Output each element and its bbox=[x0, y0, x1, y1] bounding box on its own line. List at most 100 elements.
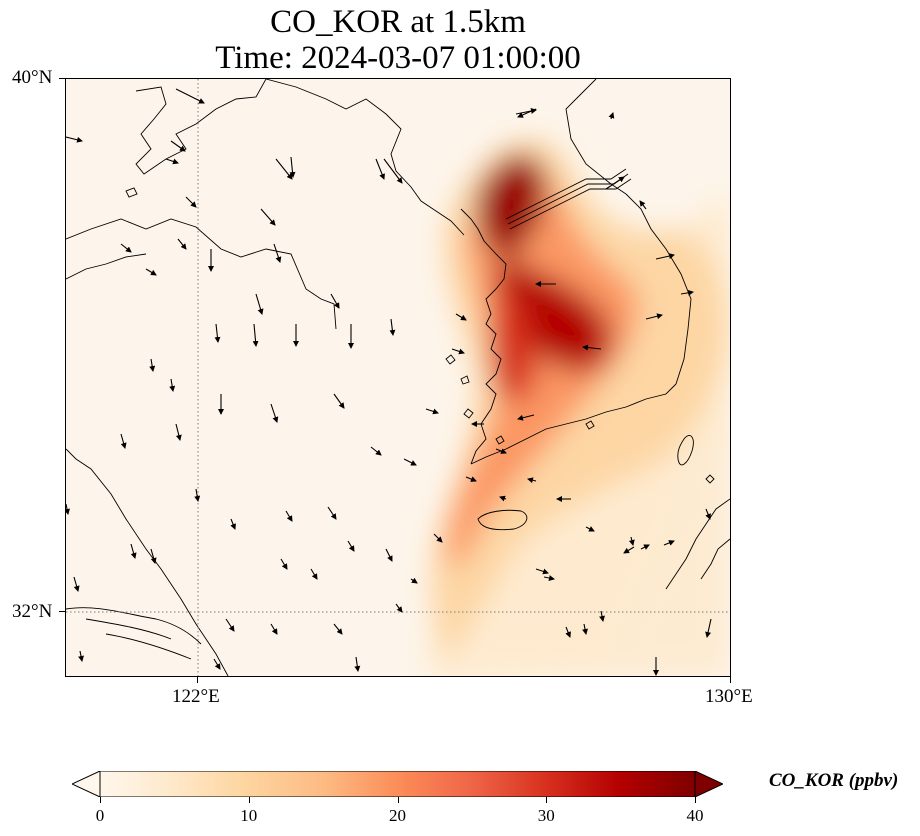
wind-arrow bbox=[150, 548, 157, 564]
wind-arrow bbox=[252, 323, 259, 347]
wind-arrow bbox=[639, 200, 647, 210]
wind-arrow bbox=[608, 112, 615, 120]
wind-arrow bbox=[130, 543, 137, 559]
wind-arrow bbox=[499, 495, 507, 502]
wind-arrow bbox=[410, 577, 418, 584]
wind-arrow bbox=[623, 546, 635, 554]
wind-arrow bbox=[120, 243, 132, 253]
wind-arrow bbox=[255, 293, 264, 315]
wind-arrow bbox=[535, 568, 549, 575]
wind-arrow bbox=[605, 176, 625, 190]
wind-arrow bbox=[73, 576, 80, 592]
wind-arrow bbox=[585, 526, 595, 532]
wind-arrow bbox=[465, 476, 477, 482]
colorbar-tick-label: 0 bbox=[95, 806, 105, 825]
colorbar-tick-label: 10 bbox=[240, 806, 258, 825]
wind-arrow bbox=[680, 289, 694, 296]
wind-arrow bbox=[175, 423, 182, 441]
colorbar-gradient bbox=[99, 771, 696, 797]
wind-arrow bbox=[395, 603, 403, 613]
colorbar-tick-mark bbox=[248, 797, 250, 803]
wind-arrow bbox=[370, 446, 382, 456]
wind-arrow bbox=[194, 488, 201, 502]
wind-arrow bbox=[582, 623, 588, 635]
colorbar-extend-min bbox=[72, 771, 101, 797]
wind-arrow bbox=[270, 623, 278, 635]
wind-vector-layer bbox=[66, 88, 712, 676]
wind-arrow bbox=[169, 378, 176, 392]
wind-arrow bbox=[517, 414, 535, 421]
lon-label-130e: 130°E bbox=[705, 686, 753, 707]
wind-arrow bbox=[214, 323, 221, 343]
wind-arrow bbox=[177, 238, 187, 250]
wind-arrow bbox=[149, 358, 156, 372]
wind-arrow bbox=[270, 403, 279, 423]
wind-arrow bbox=[170, 140, 186, 152]
wind-arrow bbox=[543, 575, 555, 581]
colorbar-tick-mark bbox=[546, 797, 548, 803]
wind-arrow bbox=[527, 477, 537, 484]
colorbar-tick-label: 20 bbox=[389, 806, 406, 825]
lat-label-40n: 40°N bbox=[12, 67, 53, 88]
wind-arrow bbox=[385, 548, 393, 562]
wind-arrow bbox=[280, 558, 288, 570]
colorbar-tick-mark bbox=[695, 797, 696, 803]
wind-arrow bbox=[289, 156, 296, 178]
wind-arrow bbox=[599, 610, 605, 622]
wind-arrow bbox=[330, 293, 340, 309]
wind-arrow bbox=[705, 508, 711, 520]
map-title-line1: CO_KOR at 1.5km bbox=[270, 4, 526, 40]
wind-arrow bbox=[389, 318, 396, 336]
wind-arrow bbox=[425, 408, 439, 415]
wind-arrow bbox=[451, 348, 465, 355]
wind-arrow bbox=[517, 108, 537, 118]
wind-arrow bbox=[645, 313, 663, 320]
wind-arrow bbox=[383, 158, 403, 184]
colorbar-tick-mark bbox=[100, 797, 101, 803]
wind-arrow bbox=[640, 544, 650, 550]
colorbar bbox=[72, 771, 723, 797]
wind-arrow bbox=[225, 618, 235, 632]
lon-label-122e: 122°E bbox=[172, 686, 220, 707]
wind-arrow bbox=[327, 506, 337, 520]
wind-arrow bbox=[78, 650, 84, 662]
colorbar-extend-max bbox=[694, 771, 723, 797]
wind-arrow bbox=[66, 503, 70, 515]
lon-tick-130e bbox=[730, 677, 731, 683]
coastline-layer bbox=[66, 79, 730, 676]
wind-arrow bbox=[403, 458, 417, 466]
lat-tick-40n bbox=[59, 78, 65, 79]
wind-arrow bbox=[275, 158, 293, 180]
wind-arrow bbox=[582, 344, 602, 351]
colorbar-label: CO_KOR (ppbv) bbox=[769, 770, 899, 791]
wind-arrow bbox=[260, 208, 276, 226]
wind-arrow bbox=[495, 448, 507, 454]
wind-arrow bbox=[120, 433, 127, 449]
wind-arrow bbox=[347, 540, 355, 552]
lat-label-32n: 32°N bbox=[12, 601, 53, 622]
wind-arrow bbox=[165, 158, 179, 165]
wind-arrow bbox=[663, 540, 675, 546]
wind-arrow bbox=[333, 393, 345, 409]
lon-tick-122e bbox=[197, 677, 198, 683]
wind-arrow bbox=[333, 623, 343, 635]
map-canvas bbox=[66, 79, 730, 676]
wind-arrow bbox=[213, 658, 221, 670]
colorbar-tick-mark bbox=[397, 797, 399, 803]
wind-arrow bbox=[455, 313, 467, 321]
wind-arrow bbox=[66, 136, 83, 143]
wind-arrow bbox=[375, 158, 385, 180]
wind-arrow bbox=[310, 568, 318, 580]
wind-arrow bbox=[273, 243, 282, 263]
map-title-line2: Time: 2024-03-07 01:00:00 bbox=[215, 40, 581, 76]
lat-tick-32n bbox=[59, 611, 65, 612]
wind-arrow bbox=[354, 656, 361, 672]
wind-arrow bbox=[705, 618, 712, 638]
wind-arrow bbox=[628, 536, 635, 546]
wind-arrow bbox=[655, 253, 675, 260]
wind-arrow bbox=[185, 196, 197, 208]
wind-arrow bbox=[285, 510, 293, 522]
colorbar-tick-label: 40 bbox=[686, 806, 704, 825]
wind-arrow bbox=[565, 626, 571, 638]
colorbar-tick-label: 30 bbox=[537, 806, 555, 825]
